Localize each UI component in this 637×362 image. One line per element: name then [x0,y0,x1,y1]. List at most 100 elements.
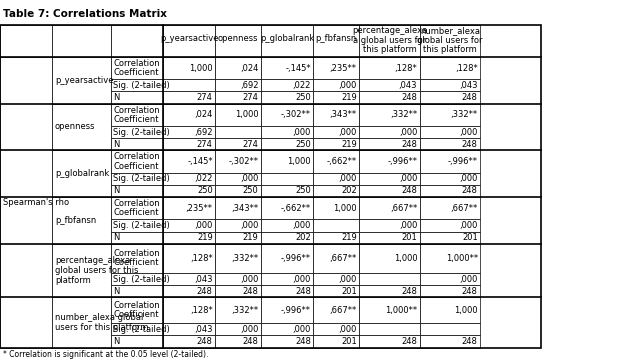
Text: 219: 219 [197,233,213,242]
Bar [359,126,420,138]
Bar [215,138,261,150]
Bar [215,25,261,57]
Text: ,000: ,000 [338,174,357,183]
Bar [359,197,420,219]
Bar [163,79,215,92]
Text: ,235**: ,235** [186,204,213,213]
Text: ,000: ,000 [338,127,357,136]
Text: openness: openness [55,122,96,131]
Bar [359,92,420,104]
Bar [420,138,480,150]
Bar [163,297,215,323]
Bar [111,244,163,273]
Bar [261,25,313,57]
Bar [359,185,420,197]
Text: 1,000: 1,000 [454,306,478,315]
Bar [359,285,420,297]
Bar [215,219,261,232]
Bar [163,336,215,348]
Bar [111,323,163,336]
Text: ,024: ,024 [194,110,213,119]
Text: ,235**: ,235** [330,64,357,72]
Bar [163,57,215,79]
Text: ,128*: ,128* [190,306,213,315]
Text: Coefficient: Coefficient [113,258,159,268]
Text: 248: 248 [462,337,478,346]
Text: ,000: ,000 [338,325,357,334]
Text: 274: 274 [243,93,259,102]
Text: 250: 250 [295,93,311,102]
Bar [52,244,111,297]
Bar [111,197,163,219]
Bar [163,92,215,104]
Text: 248: 248 [295,337,311,346]
Text: 1,000: 1,000 [287,157,311,166]
Bar [111,285,163,297]
Bar [111,173,163,185]
Text: 274: 274 [197,140,213,149]
Bar [111,57,163,79]
Bar [359,219,420,232]
Text: number_alexa: number_alexa [420,26,480,35]
Text: 274: 274 [243,140,259,149]
Bar [215,57,261,79]
Bar [215,232,261,244]
Text: ,667**: ,667** [390,204,417,213]
Bar [163,244,215,273]
Text: 1,000: 1,000 [189,64,213,72]
Text: ,128*: ,128* [394,64,417,72]
Text: N: N [113,140,120,149]
Text: Sig. (2-tailed): Sig. (2-tailed) [113,81,170,90]
Text: -,662**: -,662** [281,204,311,213]
Bar [261,232,313,244]
Bar [261,126,313,138]
Text: platform: platform [55,275,90,285]
Text: p_globalrank: p_globalrank [260,34,315,43]
Bar [313,219,359,232]
Text: N: N [113,287,120,296]
Bar [163,323,215,336]
Text: 1,000**: 1,000** [385,306,417,315]
Bar [52,57,111,104]
Text: Sig. (2-tailed): Sig. (2-tailed) [113,174,170,183]
Bar [359,138,420,150]
Text: -,996**: -,996** [448,157,478,166]
Text: percentage_alexa: percentage_alexa [352,26,427,35]
Bar [52,297,111,348]
Text: -,996**: -,996** [281,254,311,263]
Bar [313,197,359,219]
Bar [215,285,261,297]
Text: openness: openness [218,34,259,43]
Text: -,662**: -,662** [327,157,357,166]
Text: 202: 202 [295,233,311,242]
Text: p_yearsactive: p_yearsactive [55,76,113,85]
Bar [313,25,359,57]
Text: 248: 248 [197,337,213,346]
Text: 201: 201 [341,337,357,346]
Text: ,000: ,000 [459,127,478,136]
Bar [313,297,359,323]
Text: 1,000: 1,000 [333,204,357,213]
Bar [0,25,541,348]
Bar [163,104,215,126]
Text: 250: 250 [243,186,259,195]
Text: Correlation: Correlation [113,301,160,310]
Bar [359,79,420,92]
Text: Coefficient: Coefficient [113,310,159,319]
Text: p_fbfansn: p_fbfansn [316,34,357,43]
Bar [52,25,111,57]
Text: 250: 250 [197,186,213,195]
Bar [420,197,480,219]
Bar [313,232,359,244]
Text: ,022: ,022 [292,81,311,90]
Text: this platform: this platform [423,46,477,54]
Bar [420,25,480,57]
Text: Coefficient: Coefficient [113,68,159,77]
Bar [215,79,261,92]
Text: ,000: ,000 [399,174,417,183]
Bar [313,244,359,273]
Text: N: N [113,233,120,242]
Text: Coefficient: Coefficient [113,115,159,124]
Text: 250: 250 [295,140,311,149]
Text: Table 7: Correlations Matrix: Table 7: Correlations Matrix [3,9,167,19]
